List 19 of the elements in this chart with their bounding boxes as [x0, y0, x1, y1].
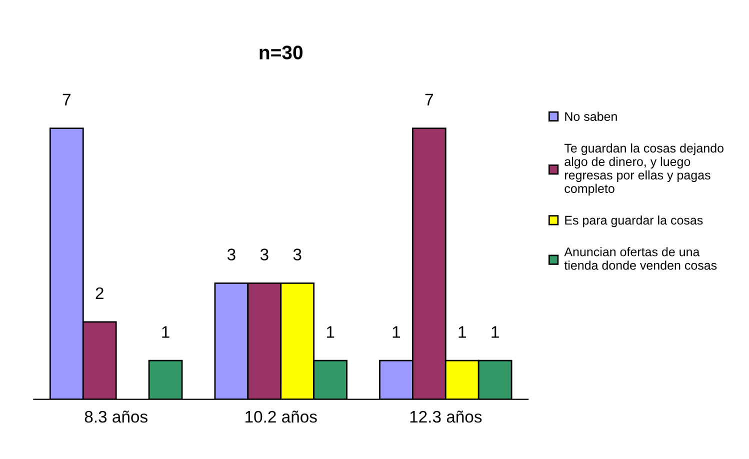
x-tick-label: 8.3 años	[84, 410, 148, 423]
data-label: 1	[392, 326, 400, 338]
chart-title: n=30	[260, 46, 303, 60]
data-label: 1	[326, 326, 334, 338]
data-label: 1	[458, 326, 466, 338]
data-label: 7	[62, 94, 70, 106]
data-label: 1	[162, 326, 170, 338]
legend-label: Es para guardar la cosas	[565, 215, 703, 228]
legend-label: No saben	[565, 112, 617, 121]
x-tick-label: 12.3 años	[410, 410, 482, 423]
legend-label: Anuncian ofertas de una tienda donde venden cosas	[564, 247, 717, 270]
data-label: 7	[425, 94, 433, 106]
data-label: 3	[293, 248, 302, 260]
legend-label: Te guardan la cosas dejando algo de dinero, y luego regresas por ellas y pagas completo	[564, 143, 724, 196]
data-label: 3	[260, 248, 268, 260]
data-label: 3	[227, 248, 236, 260]
data-label: 2	[96, 287, 104, 299]
x-tick-label: 10.2 años	[246, 410, 317, 423]
data-label: 1	[492, 326, 499, 338]
